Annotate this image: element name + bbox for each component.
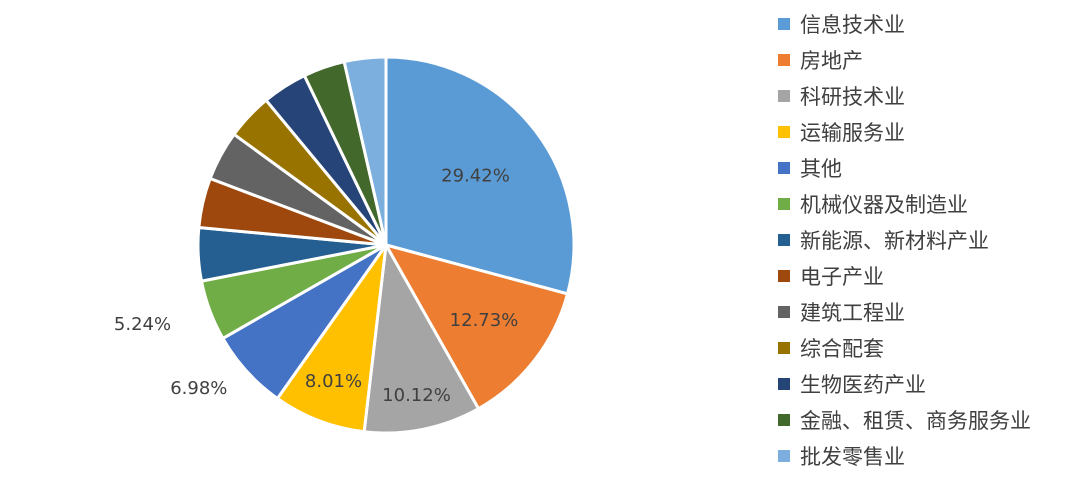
legend-swatch (778, 126, 790, 138)
legend-label: 房地产 (800, 49, 863, 73)
legend-swatch (778, 234, 790, 246)
pie-data-label: 10.12% (382, 385, 451, 406)
legend-swatch (778, 414, 790, 426)
legend-item: 房地产 (778, 42, 1031, 78)
pie-data-label: 5.24% (114, 314, 171, 335)
legend-swatch (778, 162, 790, 174)
legend-item: 建筑工程业 (778, 294, 1031, 330)
legend-swatch (778, 198, 790, 210)
legend-swatch (778, 54, 790, 66)
legend-swatch (778, 378, 790, 390)
pie-slice (275, 243, 388, 434)
legend-item: 综合配套 (778, 330, 1031, 366)
legend-label: 生物医药产业 (800, 373, 926, 397)
legend-label: 电子产业 (800, 265, 884, 289)
legend-label: 信息技术业 (800, 13, 905, 37)
legend-label: 运输服务业 (800, 121, 905, 145)
pie-data-labels: 29.42% 12.73% 10.12% 8.01% 6.98% 5.24% (114, 165, 518, 406)
pie-data-label: 6.98% (170, 378, 227, 399)
pie-slice (384, 243, 570, 411)
legend-swatch (778, 90, 790, 102)
legend-label: 机械仪器及制造业 (800, 193, 968, 217)
pie-slice (362, 243, 480, 435)
legend-label: 批发零售业 (800, 445, 905, 469)
legend-swatch (778, 270, 790, 282)
legend-label: 新能源、新材料产业 (800, 229, 989, 253)
legend-label: 金融、租赁、商务服务业 (800, 409, 1031, 433)
pie-data-label: 8.01% (305, 371, 362, 392)
legend-label: 建筑工程业 (800, 301, 905, 325)
chart-legend: 信息技术业房地产科研技术业运输服务业其他机械仪器及制造业 新能源、新材料产业 电子产… (778, 6, 1031, 474)
legend-item: 科研技术业 (778, 78, 1031, 114)
legend-label: 综合配套 (800, 337, 884, 361)
legend-label: 科研技术业 (800, 85, 905, 109)
legend-item: 运输服务业 (778, 114, 1031, 150)
legend-swatch (778, 18, 790, 30)
legend-item: 其他 (778, 150, 1031, 186)
legend-item: 电子产业 (778, 258, 1031, 294)
legend-label: 其他 (800, 157, 842, 181)
pie-data-label: 29.42% (441, 165, 510, 186)
legend-item: 批发零售业 (778, 438, 1031, 474)
legend-item: 新能源、新材料产业 (778, 222, 1031, 258)
legend-item: 金融、租赁、商务服务业 (778, 402, 1031, 438)
legend-swatch (778, 306, 790, 318)
legend-item: 机械仪器及制造业 (778, 186, 1031, 222)
legend-item: 生物医药产业 (778, 366, 1031, 402)
legend-swatch (778, 342, 790, 354)
legend-item: 信息技术业 (778, 6, 1031, 42)
pie-slices (196, 55, 576, 435)
pie-slice (384, 55, 576, 296)
legend-swatch (778, 450, 790, 462)
pie-slice (342, 55, 388, 247)
pie-data-label: 12.73% (450, 310, 519, 331)
